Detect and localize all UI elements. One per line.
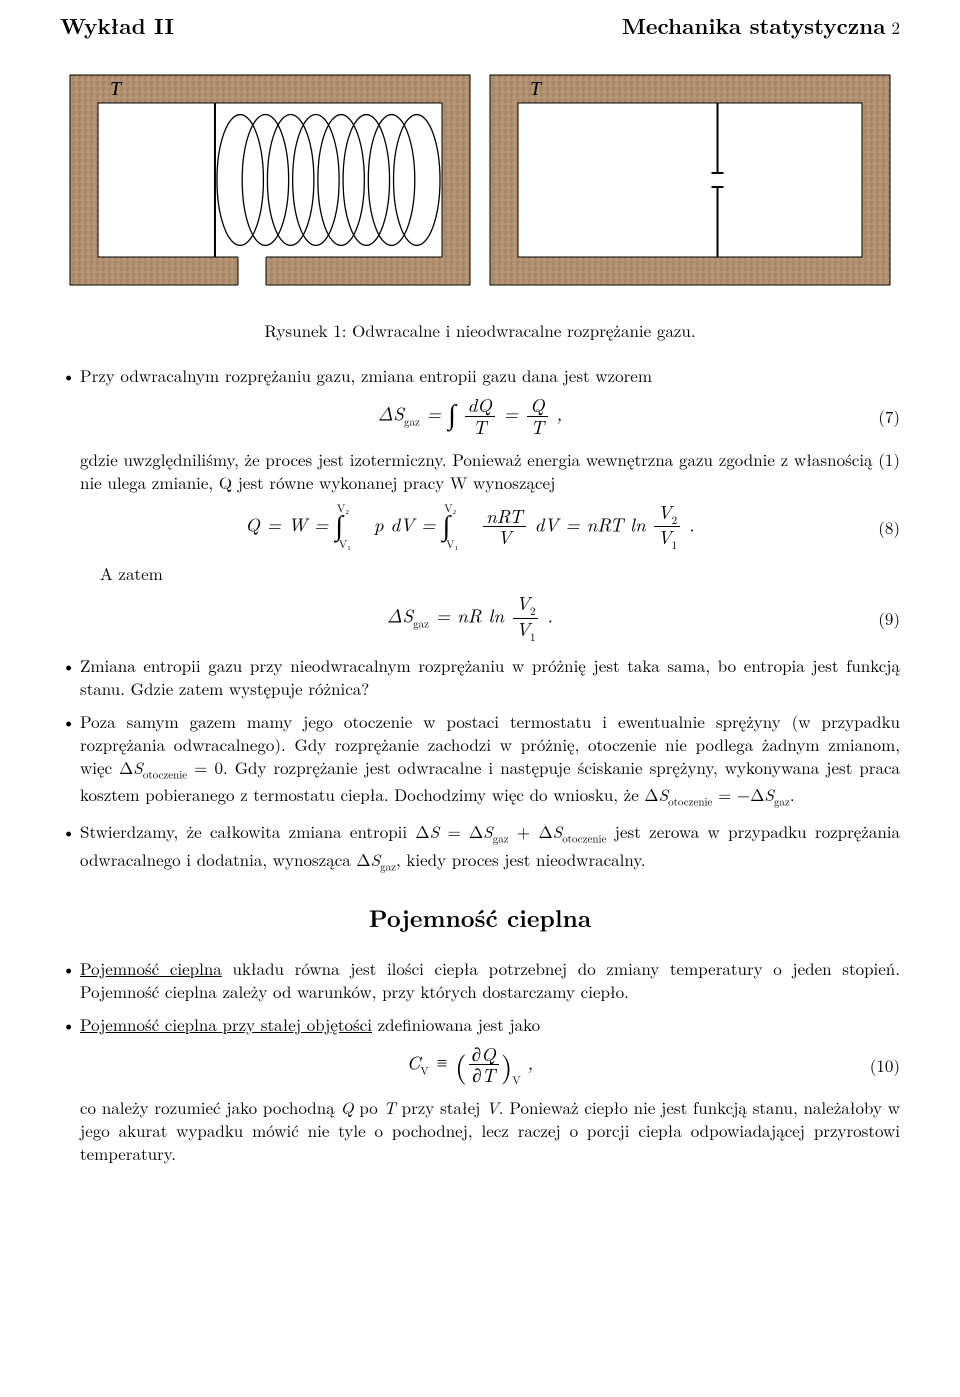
bullet-item: Pojemność cieplna przy stałej objętości … [60,1013,900,1166]
figure-caption: Rysunek 1: Odwracalne i nieodwracalne ro… [60,318,900,342]
bullet-text: Przy odwracalnym rozprężaniu gazu, zmian… [80,363,652,387]
bullet-text: A zatem [100,562,900,585]
equation-number: (9) [860,607,900,630]
bullet-list-2: Pojemność cieplna układu równa jest iloś… [60,957,900,1165]
header-right: Mechanika statystyczna [622,10,886,41]
header-left: Wykład II [60,10,174,41]
figure-svg: TT [60,65,900,295]
equation-body: CV ≡ (∂Q∂T)V , [80,1044,860,1087]
bullet-list-1: Przy odwracalnym rozprężaniu gazu, zmian… [60,364,900,875]
equation-number: (7) [860,405,900,428]
equation-body: Q = W = ∫V₁V₂ p dV = ∫V₁V₂ nRTV dV = nRT… [80,502,860,553]
bullet-item: Stwierdzamy, że całkowita zmiana entropi… [60,820,900,874]
svg-text:T: T [110,78,123,100]
equation-number: (8) [860,516,900,539]
bullet-text: Zmiana entropii gazu przy nieodwracalnym… [80,653,900,700]
equation-body: ΔSgaz = ∫ dQT = QT , [80,395,860,438]
bullet-item: Zmiana entropii gazu przy nieodwracalnym… [60,654,900,700]
svg-text:T: T [530,78,543,100]
bullet-text: gdzie uwzględniliśmy, że proces jest izo… [80,447,900,494]
section-title: Pojemność cieplna [60,901,900,935]
bullet-text: Stwierdzamy, że całkowita zmiana entropi… [80,819,900,870]
bullet-item: Pojemność cieplna układu równa jest iloś… [60,957,900,1003]
equation: ΔSgaz = nR ln V2V1 .(9) [80,593,900,644]
equation: CV ≡ (∂Q∂T)V ,(10) [80,1044,900,1087]
figure-1: TT [60,65,900,300]
equation-number: (10) [860,1054,900,1077]
bullet-item: Przy odwracalnym rozprężaniu gazu, zmian… [60,364,900,644]
bullet-text: Pojemność cieplna układu równa jest iloś… [80,956,900,1003]
bullet-item: Poza samym gazem mamy jego otoczenie w p… [60,710,900,810]
bullet-text: Pojemność cieplna przy stałej objętości … [80,1012,540,1036]
equation: Q = W = ∫V₁V₂ p dV = ∫V₁V₂ nRTV dV = nRT… [80,502,900,553]
page-header: Wykład II Mechanika statystyczna 2 [60,0,900,41]
equation: ΔSgaz = ∫ dQT = QT ,(7) [80,395,900,438]
bullet-text: Poza samym gazem mamy jego otoczenie w p… [80,709,900,806]
equation-body: ΔSgaz = nR ln V2V1 . [80,593,860,644]
page-number: 2 [892,15,901,39]
bullet-text: co należy rozumieć jako pochodną Q po T … [80,1095,900,1165]
